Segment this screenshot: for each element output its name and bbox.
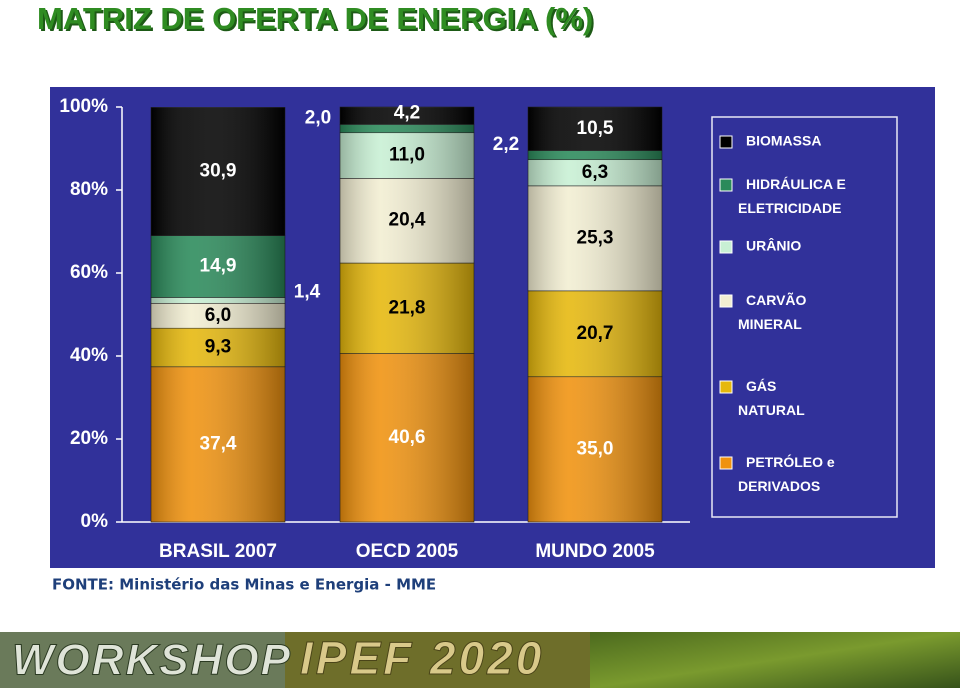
bar-shade (340, 263, 474, 354)
bar-shade (340, 132, 474, 179)
value-label: 14,9 (200, 256, 237, 277)
legend-box (711, 116, 898, 518)
bar-shade (340, 124, 474, 133)
x-tick-label: MUNDO 2005 (535, 541, 655, 562)
legend-label: HIDRÁULICA E ELETRICIDADE (738, 176, 846, 216)
value-label: 20,7 (577, 323, 614, 344)
value-label: 10,5 (577, 118, 614, 139)
source-note: FONTE: Ministério das Minas e Energia - … (52, 576, 436, 594)
bar-shade (151, 328, 285, 367)
bar-shade (528, 376, 662, 522)
value-label: 40,6 (389, 427, 426, 448)
value-label: 25,3 (577, 227, 614, 248)
legend-swatch (719, 240, 733, 254)
legend-swatch (719, 294, 733, 308)
value-label: 4,2 (394, 103, 420, 124)
bar-shade (151, 297, 285, 304)
bar-shade (528, 290, 662, 377)
banner-right (590, 632, 960, 688)
value-label: 20,4 (389, 210, 426, 231)
legend-swatch (719, 135, 733, 149)
value-label: 2,2 (493, 134, 519, 155)
value-label: 1,4 (294, 281, 321, 302)
bar-shade (528, 185, 662, 291)
bar-shade (151, 235, 285, 298)
value-label: 30,9 (200, 161, 237, 182)
bar-shade (151, 107, 285, 236)
legend-label: PETRÓLEO e DERIVADOS (738, 453, 835, 494)
value-label: 9,3 (205, 337, 231, 358)
bar-shade (528, 107, 662, 151)
x-tick-label: OECD 2005 (356, 541, 459, 562)
value-label: 21,8 (389, 297, 426, 318)
bar-shade (151, 303, 285, 329)
bar-shade (340, 178, 474, 264)
bar-shade (528, 159, 662, 186)
value-label: 37,4 (200, 433, 237, 454)
banner-text-left: WORKSHOP (12, 636, 292, 685)
chart-title: MATRIZ DE OFERTA DE ENERGIA (%) (37, 1, 593, 36)
bar-shade (528, 150, 662, 160)
legend-swatch (719, 380, 733, 394)
x-tick-label: BRASIL 2007 (159, 541, 277, 562)
value-label: 6,0 (205, 305, 231, 326)
value-label: 11,0 (389, 145, 425, 166)
legend-swatch (719, 456, 733, 470)
banner-left (0, 632, 285, 688)
title-shadow: MATRIZ DE OFERTA DE ENERGIA (%) (39, 3, 595, 38)
legend-label: BIOMASSA (746, 133, 821, 149)
bar-shade (340, 107, 474, 125)
bar-shade (151, 366, 285, 522)
legend-swatch (719, 178, 733, 192)
legend-label: CARVÃO MINERAL (738, 291, 807, 332)
y-tick-label: 100% (59, 96, 108, 117)
value-label: 2,0 (305, 108, 331, 129)
value-label: 6,3 (582, 162, 608, 183)
bar-shade (340, 353, 474, 522)
legend-label: GÁS NATURAL (738, 378, 805, 418)
y-tick-label: 0% (81, 511, 109, 532)
legend-label: URÂNIO (746, 237, 801, 254)
y-tick-label: 20% (70, 428, 108, 449)
banner-text-right: IPEF 2020 (300, 632, 544, 684)
banner-mid (285, 632, 590, 688)
value-label: 35,0 (577, 438, 614, 459)
y-tick-label: 60% (70, 262, 108, 283)
y-tick-label: 40% (70, 345, 108, 366)
y-tick-label: 80% (70, 179, 108, 200)
